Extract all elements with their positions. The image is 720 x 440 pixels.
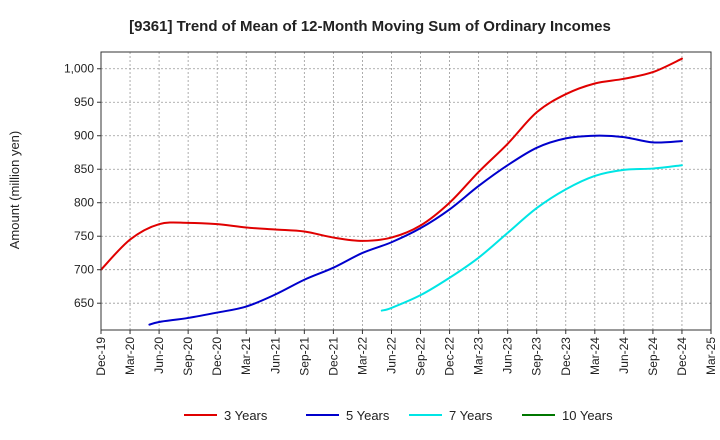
- legend-label-3-years: 3 Years: [224, 408, 268, 423]
- y-axis-label: Amount (million yen): [7, 131, 22, 250]
- x-tick-label: Sep-23: [530, 337, 544, 376]
- y-tick-label: 750: [74, 229, 94, 243]
- x-tick-label: Jun-24: [617, 337, 631, 374]
- x-tick-label: Sep-22: [414, 337, 428, 376]
- x-tick-label: Jun-22: [384, 337, 398, 374]
- axis-layer: Dec-19 Mar-20 Jun-20 Sep-20 Dec-20 Mar-21 Jun-…: [64, 51, 718, 376]
- x-tick-label: Mar-25: [704, 337, 718, 375]
- x-tick-label: Jun-20: [152, 337, 166, 374]
- y-tick-label: 650: [74, 296, 94, 310]
- x-tick-label: Mar-22: [355, 337, 369, 375]
- x-tick-label: Dec-22: [443, 337, 457, 376]
- legend: 3 Years 5 Years 7 Years 10 Years: [184, 408, 613, 423]
- legend-label-7-years: 7 Years: [449, 408, 493, 423]
- x-tick-label: Mar-23: [472, 337, 486, 375]
- series-line-3-years: [100, 57, 683, 271]
- x-tick-label: Mar-21: [239, 337, 253, 375]
- legend-label-10-years: 10 Years: [562, 408, 613, 423]
- x-tick-label: Dec-21: [326, 337, 340, 376]
- grid-layer: [100, 52, 712, 330]
- x-tick-label: Dec-24: [675, 337, 689, 376]
- y-tick-label: 950: [74, 95, 94, 109]
- x-tick-label: Sep-21: [297, 337, 311, 376]
- x-tick-label: Mar-24: [588, 337, 602, 375]
- x-tick-label: Sep-24: [646, 337, 660, 376]
- x-tick-label: Jun-21: [268, 337, 282, 374]
- y-tick-label: 1,000: [64, 62, 94, 76]
- y-tick-label: 900: [74, 129, 94, 143]
- legend-label-5-years: 5 Years: [346, 408, 390, 423]
- y-tick-label: 700: [74, 263, 94, 277]
- x-tick-label: Dec-23: [559, 337, 573, 376]
- chart-title: [9361] Trend of Mean of 12-Month Moving …: [129, 18, 611, 35]
- y-tick-label: 850: [74, 162, 94, 176]
- series-line-7-years: [380, 164, 683, 312]
- x-tick-label: Mar-20: [123, 337, 137, 375]
- series-layer: [100, 57, 683, 326]
- y-tick-label: 800: [74, 196, 94, 210]
- x-tick-label: Sep-20: [181, 337, 195, 376]
- plot-area-frame: [100, 51, 712, 331]
- x-tick-label: Dec-19: [94, 337, 108, 376]
- x-tick-label: Dec-20: [210, 337, 224, 376]
- x-tick-label: Jun-23: [501, 337, 515, 374]
- series-line-5-years: [148, 134, 683, 326]
